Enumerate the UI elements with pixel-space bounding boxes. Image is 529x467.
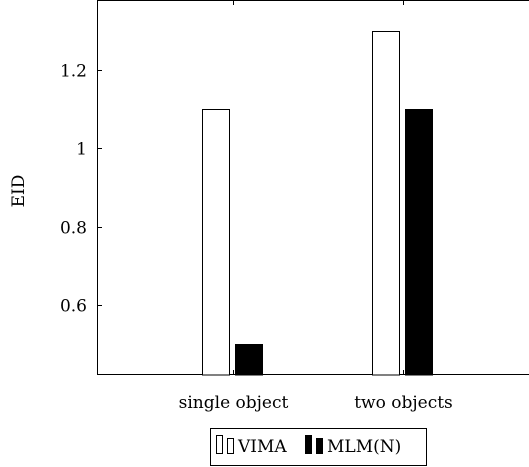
bar-mlm-single-object — [235, 344, 263, 376]
y-axis-title: EID — [9, 175, 29, 208]
bars-group — [202, 31, 433, 376]
legend-swatch-mlm-2 — [316, 438, 323, 454]
y-axis: 0.6 0.8 1 1.2 — [60, 62, 102, 317]
legend-label-vima: VIMA — [237, 437, 287, 457]
y-tick-label: 1 — [76, 140, 87, 160]
legend-item-vima: VIMA — [216, 435, 287, 457]
y-tick-label: 0.8 — [60, 219, 87, 239]
x-tick-label: two objects — [354, 393, 453, 413]
legend-label-mlm: MLM(N) — [327, 437, 401, 457]
legend-swatch-vima-2 — [227, 438, 234, 454]
y-tick-label: 0.6 — [60, 297, 87, 317]
y-tick-label: 1.2 — [60, 62, 87, 82]
legend: VIMA MLM(N) — [210, 428, 427, 466]
plot-area-frame — [97, 0, 529, 375]
bar-vima-two-objects — [372, 31, 400, 376]
bar-vima-single-object — [202, 109, 230, 376]
legend-item-mlm: MLM(N) — [305, 435, 401, 457]
x-axis: single object two objects — [179, 0, 453, 413]
legend-swatch-vima-1 — [216, 435, 223, 454]
x-tick-label: single object — [179, 393, 289, 413]
legend-swatch-mlm-1 — [305, 435, 312, 454]
bar-mlm-two-objects — [405, 109, 433, 376]
